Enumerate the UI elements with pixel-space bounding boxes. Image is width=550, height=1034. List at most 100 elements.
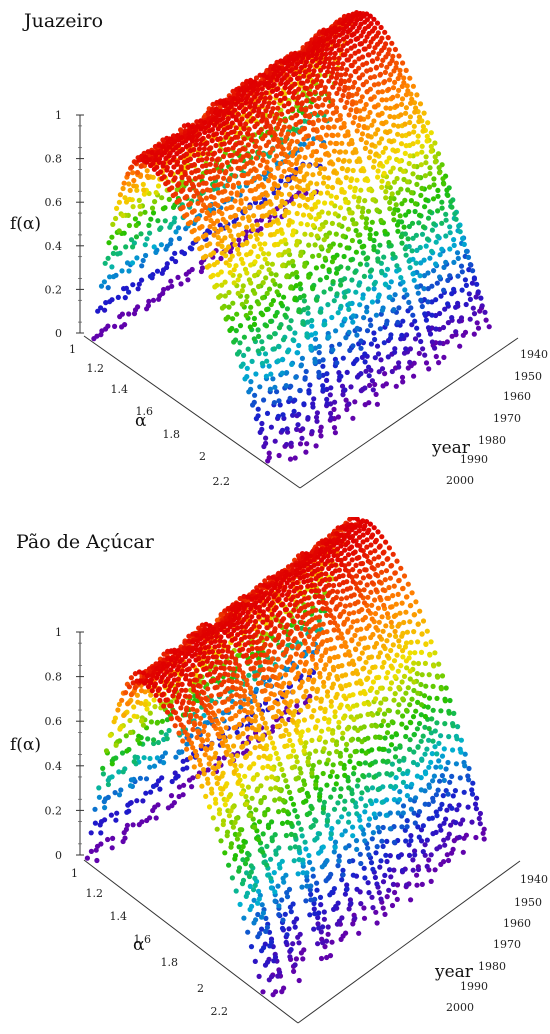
surface-point (447, 779, 453, 785)
surface-point (260, 152, 267, 158)
surface-point (374, 675, 380, 681)
surface-point (340, 233, 346, 239)
surface-point (297, 69, 303, 75)
surface-point (327, 140, 333, 146)
surface-point (290, 228, 297, 234)
surface-point (409, 781, 415, 787)
surface-point (363, 140, 369, 146)
surface-point (234, 729, 240, 736)
surface-point (352, 79, 358, 86)
surface-point (407, 603, 413, 609)
surface-point (364, 34, 370, 40)
surface-point (356, 534, 363, 540)
surface-point (202, 120, 208, 126)
surface-point (352, 601, 358, 607)
surface-point (419, 185, 425, 191)
surface-point (391, 839, 397, 845)
surface-point (348, 593, 354, 599)
surface-point (324, 541, 330, 547)
surface-point (271, 100, 277, 106)
surface-point (436, 360, 442, 366)
surface-point (430, 683, 436, 689)
surface-point (479, 303, 485, 309)
surface-point (313, 148, 320, 155)
surface-point (373, 131, 379, 137)
surface-point (201, 146, 207, 152)
surface-point (132, 216, 138, 222)
surface-point (353, 804, 359, 810)
surface-point (130, 204, 136, 210)
surface-point (231, 159, 237, 165)
surface-point (298, 631, 304, 637)
surface-point (325, 210, 332, 216)
surface-point (365, 608, 371, 614)
surface-point (325, 302, 331, 308)
surface-point (174, 199, 180, 205)
surface-point (305, 55, 311, 61)
surface-point (146, 298, 152, 304)
surface-point (360, 575, 366, 581)
surface-point (314, 181, 320, 187)
surface-point (362, 359, 368, 365)
surface-point (290, 94, 296, 100)
surface-point (348, 257, 354, 263)
surface-point (418, 338, 424, 345)
surface-point (353, 573, 360, 579)
surface-point (417, 101, 424, 107)
surface-point (375, 294, 381, 300)
surface-point (441, 287, 447, 293)
surface-point (253, 232, 259, 238)
surface-point (264, 74, 270, 81)
surface-point (324, 377, 330, 383)
surface-point (284, 426, 290, 432)
surface-point (408, 639, 414, 645)
surface-point (274, 86, 280, 92)
surface-point (318, 165, 324, 172)
surface-point (391, 613, 397, 619)
surface-point (253, 155, 259, 161)
surface-point (267, 95, 273, 101)
surface-point (344, 726, 350, 732)
surface-point (314, 103, 320, 109)
surface-point (327, 116, 333, 122)
surface-point (359, 131, 366, 137)
surface-point (197, 225, 203, 231)
surface-point (325, 124, 331, 130)
surface-point (388, 604, 394, 610)
surface-point (378, 62, 384, 68)
surface-point (433, 792, 439, 798)
surface-point (293, 193, 299, 200)
surface-point (360, 29, 366, 35)
surface-point (343, 289, 349, 295)
surface-point (367, 232, 373, 238)
surface-point (336, 341, 343, 347)
surface-point (342, 526, 348, 532)
surface-point (301, 187, 307, 193)
surface-point (342, 555, 348, 561)
surface-point (369, 580, 375, 586)
surface-point (300, 212, 307, 218)
surface-point (345, 29, 351, 35)
surface-point (340, 355, 346, 361)
surface-point (256, 333, 262, 339)
surface-point (395, 131, 401, 137)
surface-point (316, 599, 322, 605)
surface-point (387, 199, 393, 205)
surface-point (403, 690, 409, 696)
surface-point (371, 74, 378, 80)
surface-point (175, 182, 181, 188)
surface-point (366, 155, 372, 161)
surface-point (280, 356, 286, 362)
surface-point (428, 759, 434, 765)
surface-point (380, 824, 386, 831)
surface-point (200, 234, 206, 240)
surface-point (385, 180, 391, 187)
surface-point (410, 857, 416, 863)
surface-point (403, 92, 409, 98)
surface-point (370, 679, 376, 685)
surface-point (286, 191, 293, 197)
surface-point (281, 60, 288, 66)
surface-point (382, 577, 388, 583)
surface-point (372, 381, 378, 388)
surface-point (207, 224, 213, 230)
